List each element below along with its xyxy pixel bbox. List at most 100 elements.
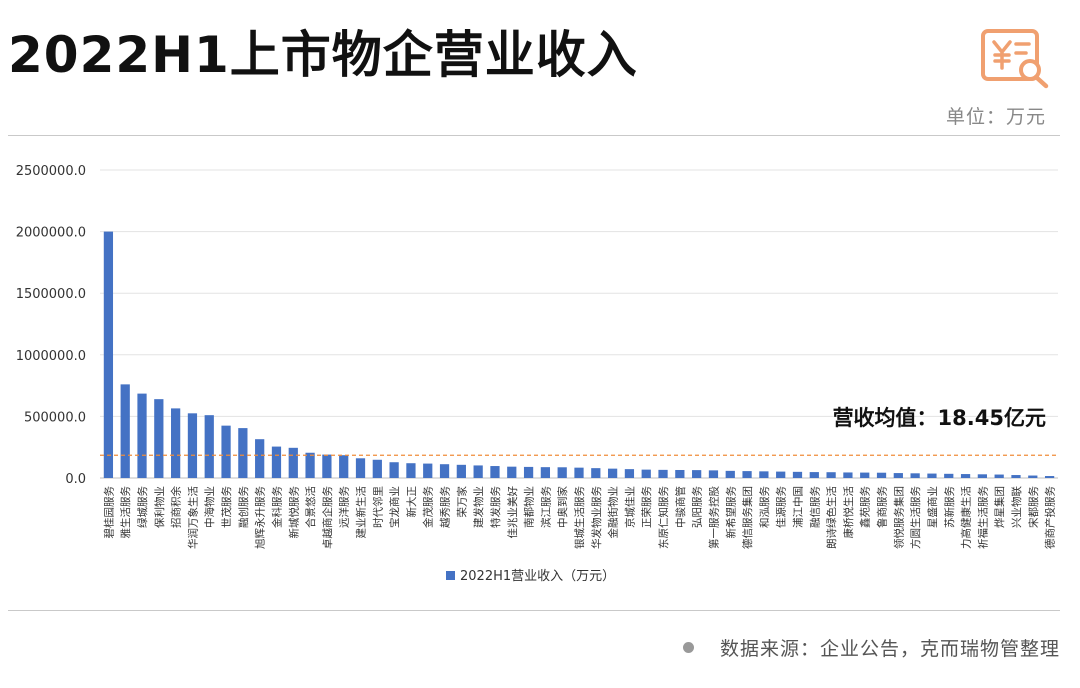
bar	[540, 467, 551, 478]
bar	[1044, 476, 1055, 478]
bar	[826, 472, 836, 478]
x-tick-label: 方圆生活服务	[909, 486, 922, 549]
x-tick-label: 保利物业	[153, 486, 166, 528]
x-tick-label: 京城佳业	[623, 486, 636, 528]
bar	[708, 470, 719, 478]
bar	[339, 455, 349, 478]
bar	[137, 393, 147, 478]
source-text: 数据来源：企业公告，克而瑞物管整理	[719, 638, 1060, 660]
y-tick-label: 2500000.0	[16, 164, 86, 179]
bar	[238, 428, 248, 478]
x-tick-label: 世茂服务	[220, 486, 233, 528]
x-tick-label: 朗诗绿色生活	[825, 486, 838, 549]
finance-search-icon	[981, 29, 1049, 89]
bar	[423, 463, 433, 478]
x-tick-label: 建发物业	[472, 486, 485, 528]
bar	[490, 466, 500, 478]
bar	[171, 408, 181, 478]
x-tick-label: 德商产投服务	[1044, 486, 1057, 549]
x-tick-label: 融信服务	[808, 486, 821, 528]
bar	[792, 471, 803, 478]
x-tick-label: 浦江中国	[791, 486, 804, 528]
bar	[591, 468, 601, 478]
bar	[271, 446, 282, 478]
x-tick-label: 星盛商业	[926, 486, 939, 528]
x-tick-label: 新希望服务	[724, 486, 737, 539]
x-tick-label: 华润万象生活	[186, 486, 199, 549]
x-tick-label: 鲁商服务	[876, 486, 889, 528]
bar	[456, 464, 466, 478]
x-tick-label: 力高健康生活	[960, 486, 973, 549]
x-tick-label: 中海物业	[203, 486, 216, 528]
average-label: 营收均值：18.45亿元	[833, 406, 1046, 430]
x-tick-label: 鑫苑服务	[859, 486, 872, 528]
legend-label: 2022H1营业收入（万元）	[460, 569, 615, 584]
bar	[322, 454, 332, 478]
bar	[523, 466, 534, 478]
bar	[641, 469, 651, 478]
x-tick-label: 卓越商企服务	[321, 486, 334, 549]
bar	[843, 472, 853, 478]
x-tick-label: 滨江服务	[539, 486, 552, 528]
bar	[742, 471, 752, 478]
x-tick-label: 绿城服务	[136, 486, 149, 528]
bar	[960, 474, 971, 478]
x-tick-label: 德信服务集团	[741, 486, 754, 549]
x-tick-label: 雅生活服务	[119, 486, 132, 539]
bar	[776, 471, 786, 478]
source-note: 数据来源：企业公告，克而瑞物管整理	[682, 634, 1060, 661]
bar	[355, 458, 366, 478]
bullet-icon	[682, 642, 694, 653]
bar	[372, 459, 382, 478]
x-tick-label: 银城生活服务	[573, 486, 586, 549]
x-tick-label: 华发物业服务	[590, 486, 603, 549]
top-divider	[8, 135, 1060, 136]
bar	[120, 384, 130, 478]
y-tick-label: 500000.0	[24, 410, 86, 425]
bottom-divider	[8, 610, 1060, 611]
x-tick-label: 中骏商管	[674, 486, 687, 528]
bar	[389, 462, 399, 478]
x-tick-label: 祈福生活服务	[976, 486, 989, 549]
y-tick-label: 1500000.0	[16, 287, 86, 302]
x-tick-label: 新大正	[405, 486, 418, 518]
x-tick-label: 中奥到家	[556, 486, 569, 528]
x-tick-label: 南都物业	[523, 486, 536, 528]
bar	[607, 468, 618, 478]
bar	[154, 399, 164, 478]
bar	[439, 464, 450, 478]
bar	[860, 472, 870, 478]
bar	[977, 474, 987, 478]
bar	[759, 471, 769, 478]
x-tick-label: 佳源服务	[775, 486, 788, 528]
x-tick-label: 时代邻里	[371, 486, 384, 528]
x-tick-label: 融创服务	[237, 486, 250, 528]
bar	[221, 425, 231, 478]
x-tick-label: 新城悦服务	[287, 486, 300, 539]
x-tick-label: 碧桂园服务	[102, 486, 115, 539]
bar	[103, 231, 114, 478]
bar	[876, 472, 887, 478]
x-tick-label: 弘阳服务	[691, 486, 704, 528]
bar	[692, 470, 702, 478]
x-tick-label: 特发服务	[489, 486, 502, 528]
unit-label: 单位：万元	[945, 106, 1046, 128]
x-tick-label: 正荣服务	[640, 486, 653, 528]
bar	[624, 469, 635, 478]
bar	[944, 473, 954, 478]
x-tick-label: 宋都服务	[1027, 486, 1040, 528]
x-tick-label: 金茂服务	[422, 486, 435, 528]
x-tick-label: 和泓服务	[758, 486, 771, 528]
bar	[658, 469, 668, 478]
bar	[1011, 475, 1021, 478]
bar	[1028, 475, 1038, 478]
x-tick-label: 金融街物业	[607, 486, 620, 539]
x-tick-label: 苏新服务	[943, 486, 956, 528]
x-tick-label: 宝龙商业	[388, 486, 401, 528]
x-tick-label: 建业新生活	[355, 486, 368, 539]
bar	[288, 447, 298, 478]
bar	[204, 415, 214, 478]
bar	[675, 469, 685, 478]
bar	[187, 413, 198, 478]
x-tick-label: 招商积余	[170, 486, 183, 528]
